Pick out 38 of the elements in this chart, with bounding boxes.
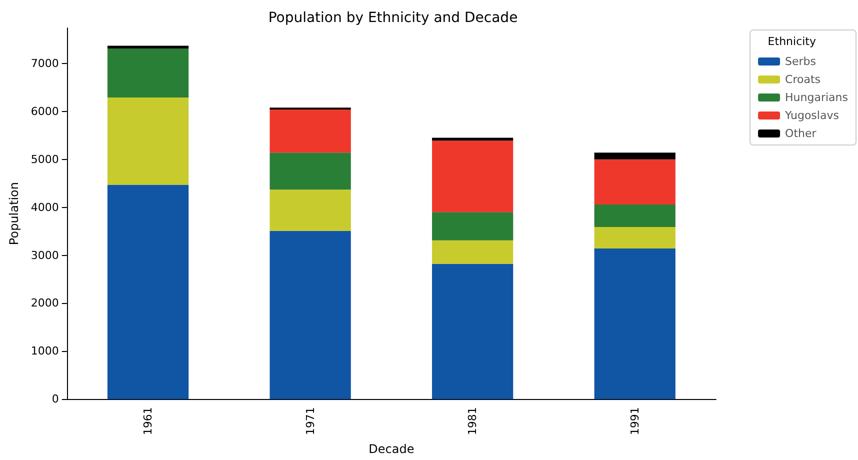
bar bbox=[594, 204, 676, 227]
legend-label: Other bbox=[785, 127, 817, 140]
bar bbox=[270, 152, 351, 190]
bar bbox=[432, 264, 514, 400]
x-tick-label: 1991 bbox=[628, 407, 642, 436]
legend-label: Serbs bbox=[785, 55, 816, 68]
y-tick-label: 6000 bbox=[30, 104, 59, 118]
bar bbox=[432, 140, 514, 212]
bar bbox=[107, 46, 189, 49]
y-tick-label: 2000 bbox=[30, 296, 59, 310]
bar bbox=[594, 248, 676, 400]
legend-label: Yugoslavs bbox=[784, 109, 840, 122]
bar bbox=[594, 226, 676, 249]
bar bbox=[107, 184, 189, 400]
y-axis-title: Population bbox=[7, 182, 21, 246]
bar bbox=[270, 190, 351, 231]
bar bbox=[594, 159, 676, 204]
legend-label: Hungarians bbox=[785, 91, 848, 104]
bar bbox=[594, 152, 676, 160]
x-axis-title: Decade bbox=[368, 442, 414, 456]
y-tick-label: 7000 bbox=[30, 56, 59, 70]
bar bbox=[107, 48, 189, 98]
x-tick-label: 1961 bbox=[142, 407, 155, 436]
y-tick-label: 4000 bbox=[30, 200, 59, 214]
chart-title: Population by Ethnicity and Decade bbox=[268, 10, 518, 26]
legend-title: Ethnicity bbox=[768, 35, 816, 48]
bar bbox=[432, 212, 514, 240]
y-tick-label: 5000 bbox=[30, 152, 59, 166]
bar bbox=[270, 230, 351, 400]
x-tick-label: 1971 bbox=[304, 407, 317, 436]
bar bbox=[432, 240, 514, 264]
legend-label: Croats bbox=[785, 73, 821, 86]
bar bbox=[107, 98, 189, 185]
x-tick-label: 1981 bbox=[466, 407, 480, 436]
y-tick-label: 0 bbox=[52, 392, 59, 406]
bar bbox=[270, 110, 351, 153]
y-tick-label: 1000 bbox=[30, 344, 59, 358]
y-tick-label: 3000 bbox=[30, 248, 59, 262]
